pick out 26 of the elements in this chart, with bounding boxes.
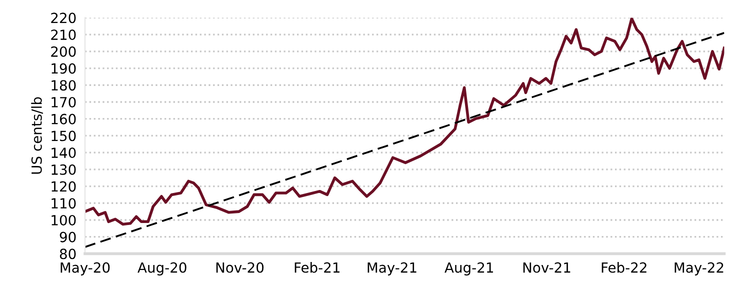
y-tick-label: 190 <box>52 63 76 74</box>
x-tick-label: May-20 <box>60 262 110 276</box>
y-tick-label: 130 <box>52 164 76 175</box>
y-tick-label: 120 <box>52 181 76 192</box>
y-tick-label: 90 <box>60 232 76 242</box>
y-tick-label: 200 <box>51 46 76 57</box>
y-tick-label: 100 <box>52 214 76 226</box>
y-tick-label: 150 <box>52 130 76 142</box>
y-tick-label: 110 <box>52 198 76 209</box>
x-tick-label: May-22 <box>674 262 724 276</box>
x-tick-label: May-21 <box>368 262 416 276</box>
y-tick-label: 180 <box>52 80 76 91</box>
line-series <box>84 18 724 226</box>
y-tick-label: 160 <box>52 114 76 124</box>
x-tick-label: Aug-21 <box>444 262 493 276</box>
y-tick-label: 210 <box>51 30 76 40</box>
y-tick-label: 170 <box>52 96 76 108</box>
x-tick-label: Nov-21 <box>523 262 570 273</box>
y-tick-label: 80 <box>60 248 76 260</box>
x-tick-label: Aug-20 <box>138 262 186 276</box>
x-tick-label: Feb-22 <box>602 262 646 273</box>
x-tick-label: Nov-20 <box>216 262 264 273</box>
y-axis-title: US cents/lb <box>31 97 43 174</box>
x-tick-label: Feb-21 <box>294 262 340 273</box>
y-tick-label: 220 <box>51 12 76 24</box>
y-tick-label: 140 <box>52 148 76 158</box>
